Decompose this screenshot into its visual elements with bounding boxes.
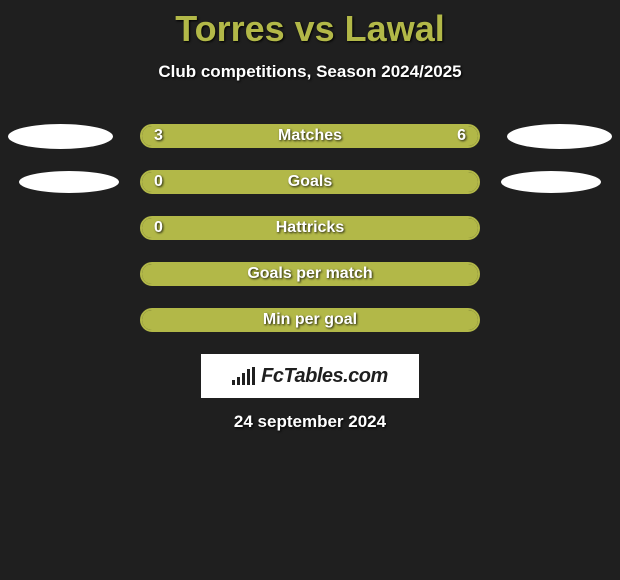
stat-bar-fill xyxy=(142,126,478,146)
stat-bar-fill xyxy=(142,218,478,238)
player-left-marker xyxy=(19,171,119,193)
stat-rows: 36Matches0Goals0HattricksGoals per match… xyxy=(0,124,620,332)
stat-bar: Goals per match xyxy=(140,262,480,286)
stat-bar-fill xyxy=(142,310,478,330)
player-left-marker xyxy=(8,124,113,149)
page-title: Torres vs Lawal xyxy=(0,8,620,50)
stat-bar: 0Hattricks xyxy=(140,216,480,240)
page-subtitle: Club competitions, Season 2024/2025 xyxy=(0,62,620,82)
player-right-marker xyxy=(507,124,612,149)
stat-value-left: 0 xyxy=(154,173,163,191)
stat-row: 36Matches xyxy=(0,124,620,148)
logo-bars-icon xyxy=(232,367,255,385)
stat-value-left: 0 xyxy=(154,219,163,237)
stat-bar-fill xyxy=(142,264,478,284)
stat-value-right: 6 xyxy=(457,127,466,145)
stat-bar: Min per goal xyxy=(140,308,480,332)
stat-value-left: 3 xyxy=(154,127,163,145)
date-line: 24 september 2024 xyxy=(0,412,620,432)
stat-row: Min per goal xyxy=(0,308,620,332)
logo: FcTables.com xyxy=(232,365,388,388)
infographic-container: Torres vs Lawal Club competitions, Seaso… xyxy=(0,0,620,432)
stat-row: 0Goals xyxy=(0,170,620,194)
stat-row: 0Hattricks xyxy=(0,216,620,240)
stat-row: Goals per match xyxy=(0,262,620,286)
stat-bar: 36Matches xyxy=(140,124,480,148)
player-right-marker xyxy=(501,171,601,193)
logo-text: FcTables.com xyxy=(261,365,388,388)
logo-box: FcTables.com xyxy=(201,354,419,398)
stat-bar: 0Goals xyxy=(140,170,480,194)
stat-bar-fill xyxy=(142,172,478,192)
